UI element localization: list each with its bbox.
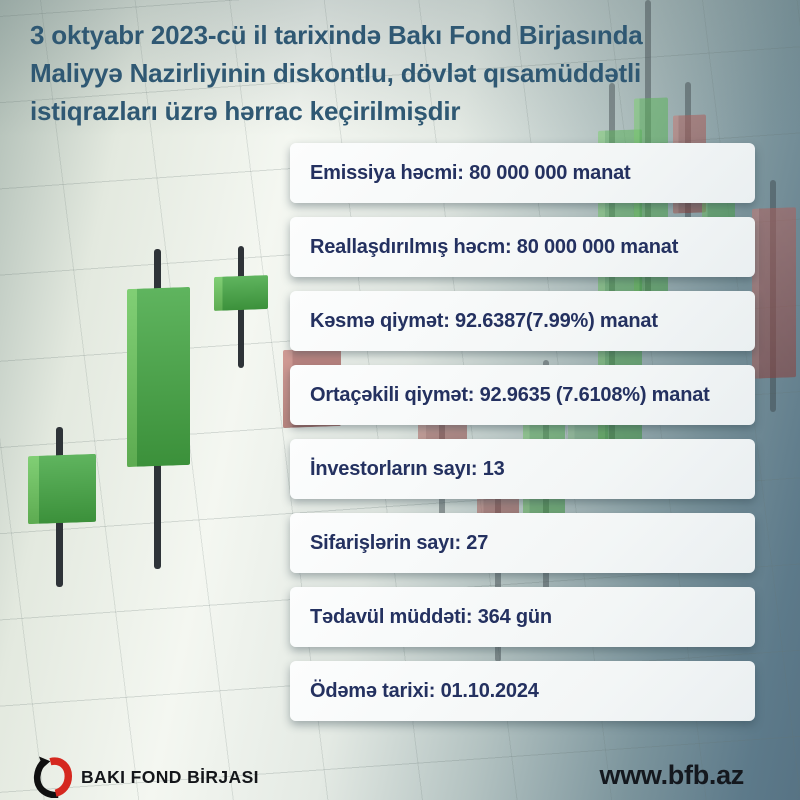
info-card-realized-volume: Reallaşdırılmış həcm: 80 000 000 manat — [290, 217, 755, 277]
card-text: Sifarişlərin sayı: 27 — [310, 531, 489, 554]
info-card-investor-count: İnvestorların sayı: 13 — [290, 439, 755, 499]
title-line: 3 oktyabr 2023-cü il tarixində Bakı Fond… — [30, 20, 643, 50]
card-text: Ödəmə tarixi: 01.10.2024 — [310, 679, 539, 702]
info-card-order-count: Sifarişlərin sayı: 27 — [290, 513, 755, 573]
card-text: Ortaçəkili qiymət: 92.9635 (7.6108%) man… — [310, 383, 710, 406]
card-text: Reallaşdırılmış həcm: 80 000 000 manat — [310, 235, 679, 258]
info-cards: Emissiya həcmi: 80 000 000 manat Reallaş… — [290, 143, 755, 735]
info-card-cutoff-price: Kəsmə qiymət: 92.6387(7.99%) manat — [290, 291, 755, 351]
card-text: Emissiya həcmi: 80 000 000 manat — [310, 161, 631, 184]
logo-text: BAKI FOND BİRJASI — [81, 766, 259, 787]
candlestick-green — [127, 286, 190, 468]
card-text: İnvestorların sayı: 13 — [310, 457, 505, 480]
candlestick-green — [214, 275, 268, 311]
info-card-weighted-price: Ortaçəkili qiymət: 92.9635 (7.6108%) man… — [290, 365, 755, 425]
title-line: istiqrazları üzrə hərrac keçirilmişdir — [30, 96, 461, 126]
info-card-emission-volume: Emissiya həcmi: 80 000 000 manat — [290, 143, 755, 203]
candlestick-red — [752, 207, 796, 379]
card-text: Tədavül müddəti: 364 gün — [310, 605, 552, 628]
title-line: Maliyyə Nazirliyinin diskontlu, dövlət q… — [30, 58, 642, 88]
info-card-payment-date: Ödəmə tarixi: 01.10.2024 — [290, 661, 755, 721]
website-url: www.bfb.az — [599, 760, 745, 790]
page-title: 3 oktyabr 2023-cü il tarixində Bakı Fond… — [30, 16, 643, 130]
bfb-logo: BAKI FOND BİRJASI — [32, 756, 259, 798]
info-card-circulation-term: Tədavül müddəti: 364 gün — [290, 587, 755, 647]
bfb-logo-icon — [33, 756, 73, 798]
footer: BAKI FOND BİRJASI www.bfb.az — [0, 740, 800, 800]
card-text: Kəsmə qiymət: 92.6387(7.99%) manat — [310, 309, 658, 332]
candlestick-green — [28, 453, 96, 525]
